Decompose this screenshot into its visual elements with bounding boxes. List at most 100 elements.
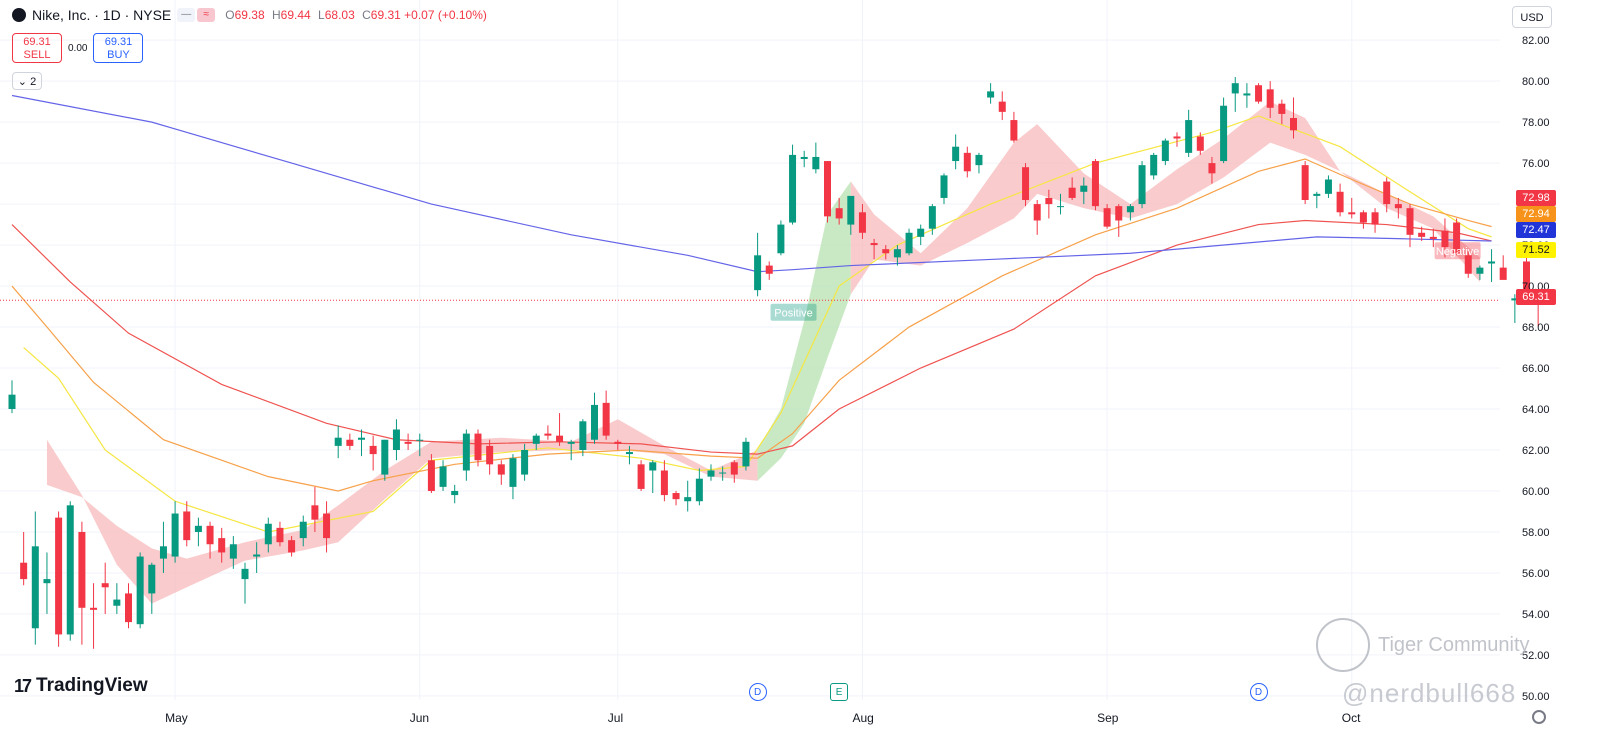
tiger-community-text: Tiger Community [1378,633,1530,656]
price-axis[interactable]: 50.00 52.00 54.00 56.00 58.00 60.00 62.00 64.00… [1500,0,1622,700]
candle [509,454,517,500]
spread-value: 0.00 [68,42,88,54]
y-tick-label: 66.00 [1522,363,1550,375]
sell-label: SELL [23,49,51,61]
dividend-event-marker[interactable]: D [1249,683,1268,701]
candle [824,161,831,223]
y-tick-label: 78.00 [1522,117,1550,129]
y-tick-label: 82.00 [1522,35,1550,47]
candle [323,501,331,553]
candle [136,552,144,629]
currency-button[interactable]: USD [1512,6,1552,28]
candle [218,527,226,563]
low-value: 68.03 [324,8,355,22]
candle [975,152,983,174]
candle [684,480,692,512]
candle [1266,81,1274,119]
candle [90,583,98,649]
candle [707,464,715,481]
candle [800,150,808,168]
candle [497,460,505,485]
candle [649,460,657,494]
candle [917,224,925,246]
candle [31,511,39,645]
moving-averages [11,94,1492,533]
candle [392,419,400,461]
candle [672,490,680,506]
low-label: L [318,8,325,22]
candle [1441,218,1449,258]
candle [556,413,564,446]
y-tick-label: 60.00 [1522,486,1550,498]
indicators-collapse-button[interactable]: ⌄ 2 [12,72,42,90]
candle [870,238,878,260]
candles [8,77,1542,649]
candle [789,144,797,225]
candle [159,521,167,573]
chevron-down-icon: ⌄ [17,76,28,88]
candle [1418,226,1426,241]
candle [637,460,645,491]
indicator-count: 2 [30,76,37,88]
candle [1324,175,1332,198]
symbol-title[interactable]: Nike, Inc. · 1D · NYSE [32,7,172,23]
cloud-negative [850,101,1480,295]
candle [987,83,995,104]
open-label: O [225,8,235,22]
sell-button[interactable]: 69.31 SELL [12,33,62,63]
nike-logo-icon [12,8,26,22]
candle [1057,193,1064,215]
candle [1511,294,1519,323]
candle [1126,204,1134,221]
candle [264,517,272,553]
candle [1290,97,1297,139]
candle [1255,83,1263,104]
candle [101,562,109,614]
candle [893,245,901,266]
candle [835,197,843,225]
candle [567,439,575,461]
symbol-header: Nike, Inc. · 1D · NYSE — ≈ O69.38 H69.44… [12,7,487,23]
high-label: H [271,8,281,22]
candle [928,204,936,235]
candle [55,511,63,647]
chart-area[interactable]: Positive Negative [0,0,1548,700]
candle [299,515,307,547]
candle [1173,132,1181,147]
candle [43,552,51,614]
series-ma100 [11,219,1492,455]
cloud-labels: Positive Negative [770,242,1481,321]
candle [439,460,447,491]
x-tick-label: May [165,711,188,725]
gear-icon[interactable] [1532,710,1546,724]
buy-button[interactable]: 69.31 BUY [93,33,144,63]
candle [719,466,727,481]
candle [1115,204,1123,237]
candle [241,562,249,604]
tradingview-logo[interactable]: 17 TradingView [14,675,148,697]
candle [1196,132,1204,155]
candle [1476,265,1484,280]
high-value: 69.44 [280,8,311,22]
cloud-positive [757,181,851,481]
minus-icon[interactable]: — [177,8,196,22]
series-ma200 [11,94,1492,273]
candle [532,433,540,450]
wave-icon[interactable]: ≈ [197,8,216,22]
candle [1429,228,1437,248]
x-tick-label: Sep [1097,711,1119,725]
dividend-event-marker[interactable]: D [748,683,767,701]
candle [625,445,633,465]
candle [416,433,424,457]
candle [765,261,773,280]
candle [1383,177,1391,213]
close-value: 69.31 [370,8,401,22]
price-chart[interactable]: Positive Negative [0,0,1548,700]
candle [1068,177,1076,200]
price-tag: 71.52 [1516,242,1556,258]
trade-buttons: 69.31 SELL 0.00 69.31 BUY [12,33,144,63]
indicator-toggles[interactable]: — ≈ [177,8,216,22]
candle [1406,204,1414,248]
earnings-event-marker[interactable]: E [830,683,849,701]
author-handle: @nerdbull668 [1342,678,1517,708]
